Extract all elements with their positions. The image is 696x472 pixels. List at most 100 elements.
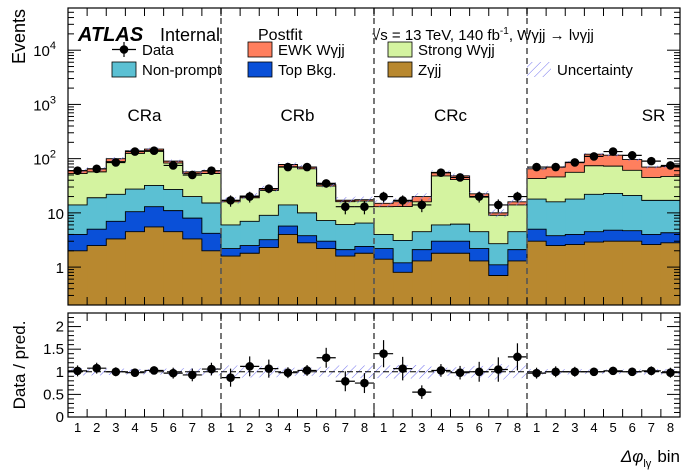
data-point: [641, 156, 661, 166]
uncertainty-box: [641, 165, 661, 169]
bar-segment: [125, 211, 145, 232]
bar-segment: [182, 218, 203, 239]
bar-segment: [584, 242, 604, 305]
bar-segment: [316, 248, 337, 305]
bar-segment: [641, 244, 662, 305]
bar-segment: [660, 200, 680, 233]
bar-segment: [259, 239, 279, 248]
bar-segment: [106, 161, 126, 195]
data-point: [469, 191, 489, 203]
bar-segment: [144, 185, 165, 207]
ratio-uncertainty-box: [507, 365, 527, 379]
bar-segment: [87, 245, 107, 305]
bar-segment: [603, 155, 624, 167]
postfit-label: Postfit: [258, 27, 303, 44]
ratio-point: [546, 366, 566, 378]
ratio-y-tick-label: 0.5: [43, 386, 64, 403]
x-tick-label: 6: [629, 420, 636, 435]
bar-segment: [527, 241, 547, 305]
uncertainty-box: [488, 209, 508, 218]
bar-segment: [546, 245, 566, 305]
x-tick-label: 3: [571, 420, 578, 435]
ratio-y-tick-label: 1: [56, 364, 64, 381]
bar-segment: [106, 238, 126, 305]
bar-segment: [125, 231, 145, 305]
bar-segment: [221, 256, 241, 305]
bar-segment: [641, 167, 662, 178]
data-point: [87, 164, 107, 174]
x-tick-label: 8: [514, 420, 521, 435]
uncertainty-box: [374, 200, 394, 207]
bar-segment: [412, 260, 432, 305]
bar-segment: [335, 256, 356, 305]
x-tick-label: 2: [246, 420, 253, 435]
data-point: [622, 151, 642, 160]
bar-segment: [316, 220, 337, 242]
bar-segment: [431, 175, 451, 225]
data-point: [297, 162, 317, 172]
ratio-point: [527, 367, 547, 379]
bar-segment: [488, 264, 509, 276]
x-tick-label: 5: [150, 420, 157, 435]
bar-segment: [297, 235, 318, 243]
ratio-y-tick-label: 2: [56, 319, 64, 336]
bar-segment: [393, 206, 413, 241]
legend-item: Strong Wγjj: [387, 41, 495, 59]
legend-item: EWK Wγjj: [247, 41, 345, 59]
uncertainty-box: [354, 196, 374, 204]
bar-segment: [603, 230, 624, 242]
bar-segment: [297, 212, 318, 236]
series-z-jj: [68, 226, 680, 305]
bar-segment: [641, 200, 662, 235]
bar-segment: [584, 231, 604, 243]
bar-segment: [278, 226, 298, 235]
bar-segment: [125, 153, 145, 190]
bar-segment: [182, 173, 203, 197]
ratio-point: [163, 367, 183, 379]
bar-segment: [507, 204, 528, 232]
bar-segment: [182, 238, 203, 305]
data-point: [431, 168, 451, 178]
x-tick-label: 4: [284, 420, 291, 435]
bar-segment: [565, 162, 585, 173]
region-labels: CRa CRb CRc SR: [127, 106, 665, 125]
series-top-bkg-: [68, 206, 680, 276]
bar-segment: [507, 249, 528, 261]
region-label: SR: [642, 106, 666, 125]
ratio-point: [450, 365, 470, 380]
x-tick-label: 8: [208, 420, 215, 435]
main-panel: CRa CRb CRc SR 1 10 102 103 104 Data EWK Wγjj Str…: [33, 7, 681, 306]
ratio-point: [87, 362, 107, 374]
bar-segment: [163, 189, 184, 211]
bar-segment: [163, 163, 184, 190]
x-tick-label: 7: [342, 420, 349, 435]
bar-segment: [527, 168, 547, 179]
bar-segment: [450, 253, 471, 305]
bar-segment: [546, 201, 566, 236]
bar-segment: [488, 215, 509, 244]
legend-label: Uncertainty: [557, 62, 633, 79]
ratio-uncertainty-box: [354, 365, 374, 379]
uncertainty-box: [335, 197, 355, 204]
bar-segment: [584, 165, 604, 195]
data-point: [527, 162, 547, 172]
ratio-y-tick-label: 1.5: [43, 341, 64, 358]
bar-segment: [374, 248, 394, 260]
ratio-point: [354, 373, 374, 394]
bar-segment: [641, 177, 662, 201]
data-point: [278, 162, 298, 172]
bar-segment: [374, 206, 394, 235]
bar-segment: [527, 178, 547, 200]
bar-segment: [488, 275, 509, 305]
bar-segment: [354, 246, 375, 254]
bar-segment: [87, 197, 107, 230]
legend-item: Uncertainty: [527, 62, 633, 79]
x-tick-label: 4: [590, 420, 597, 435]
ratio-point: [584, 367, 604, 377]
region-label: CRa: [127, 106, 162, 125]
bar-segment: [201, 203, 222, 234]
x-axis-label: Δφlγ bin: [620, 447, 680, 470]
bar-segment: [450, 241, 471, 254]
data-points: [68, 146, 680, 215]
legend-label: Non-prompt: [142, 62, 222, 79]
